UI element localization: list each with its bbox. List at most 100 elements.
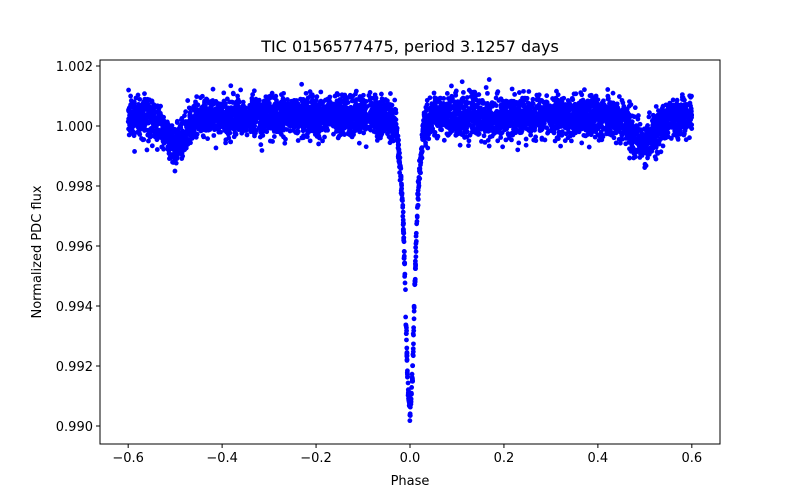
data-point: [372, 92, 378, 98]
data-point: [335, 116, 340, 121]
data-point: [136, 128, 142, 133]
data-point: [135, 92, 141, 98]
data-point: [368, 95, 373, 101]
data-point: [427, 95, 433, 101]
data-point: [476, 92, 482, 97]
data-point: [449, 83, 454, 89]
data-point: [552, 117, 557, 122]
data-point: [596, 137, 602, 143]
data-point: [523, 142, 529, 148]
data-point: [241, 113, 246, 119]
data-point: [397, 164, 402, 170]
data-point: [561, 95, 567, 101]
data-point: [548, 122, 554, 127]
data-point: [173, 134, 179, 140]
data-point: [499, 120, 505, 126]
data-point: [299, 81, 305, 87]
data-point: [310, 116, 316, 122]
data-point: [406, 392, 412, 398]
data-point: [256, 106, 262, 111]
data-point: [128, 112, 134, 118]
data-point: [380, 121, 386, 127]
data-point: [402, 271, 408, 277]
data-point: [213, 145, 219, 151]
data-point: [272, 127, 278, 132]
data-point: [240, 99, 246, 105]
data-point: [228, 105, 234, 111]
data-point: [137, 96, 143, 102]
data-point: [463, 113, 468, 119]
data-point: [305, 99, 311, 105]
data-point: [641, 149, 646, 155]
data-point: [205, 115, 211, 120]
data-point: [251, 108, 257, 114]
data-point: [218, 129, 223, 135]
data-point: [263, 94, 269, 100]
data-point: [386, 134, 392, 140]
data-point: [403, 331, 409, 337]
data-point: [299, 123, 305, 129]
data-point: [455, 117, 461, 123]
data-point: [628, 102, 634, 108]
data-point: [444, 101, 450, 107]
data-point: [304, 114, 310, 119]
data-point: [411, 308, 417, 314]
data-point: [227, 130, 232, 135]
data-point: [684, 121, 690, 126]
data-point: [483, 85, 489, 90]
data-point: [350, 106, 355, 112]
data-point: [646, 150, 652, 156]
data-point: [498, 102, 504, 108]
data-point: [331, 101, 337, 107]
data-point: [202, 100, 207, 106]
data-point: [415, 191, 421, 197]
data-point: [130, 129, 135, 135]
data-point: [582, 110, 588, 116]
data-point: [445, 96, 451, 101]
data-point: [285, 97, 290, 102]
data-point: [627, 139, 633, 145]
data-point: [126, 87, 131, 93]
data-point: [434, 135, 440, 141]
data-point: [270, 113, 276, 119]
data-point: [579, 140, 585, 146]
data-point: [428, 129, 434, 135]
data-point: [443, 115, 449, 121]
data-point: [489, 100, 495, 106]
data-point: [405, 380, 411, 386]
data-point: [559, 121, 565, 127]
data-point: [446, 105, 452, 111]
data-point: [399, 186, 405, 192]
data-point: [336, 133, 342, 139]
data-point: [376, 131, 382, 137]
data-point: [318, 89, 324, 95]
data-point: [670, 102, 676, 108]
data-point: [380, 125, 386, 131]
data-point: [267, 93, 273, 99]
data-point: [481, 133, 487, 139]
data-point: [349, 98, 355, 104]
data-point: [537, 110, 542, 116]
data-point: [466, 143, 471, 149]
data-point: [484, 103, 490, 109]
data-point: [161, 123, 167, 129]
data-point: [660, 143, 666, 149]
data-point: [228, 83, 234, 89]
data-point: [663, 108, 669, 114]
data-point: [392, 97, 398, 103]
data-point: [190, 124, 196, 130]
data-point: [413, 266, 418, 272]
data-point: [508, 99, 514, 104]
data-point: [322, 97, 328, 103]
data-point: [384, 102, 390, 108]
data-point: [305, 95, 311, 101]
data-point: [500, 144, 506, 150]
data-point: [248, 129, 254, 135]
data-point: [396, 153, 401, 159]
data-point: [459, 79, 465, 85]
data-point: [425, 145, 431, 151]
data-point: [523, 136, 529, 142]
data-point: [601, 98, 606, 104]
data-point: [295, 138, 301, 143]
